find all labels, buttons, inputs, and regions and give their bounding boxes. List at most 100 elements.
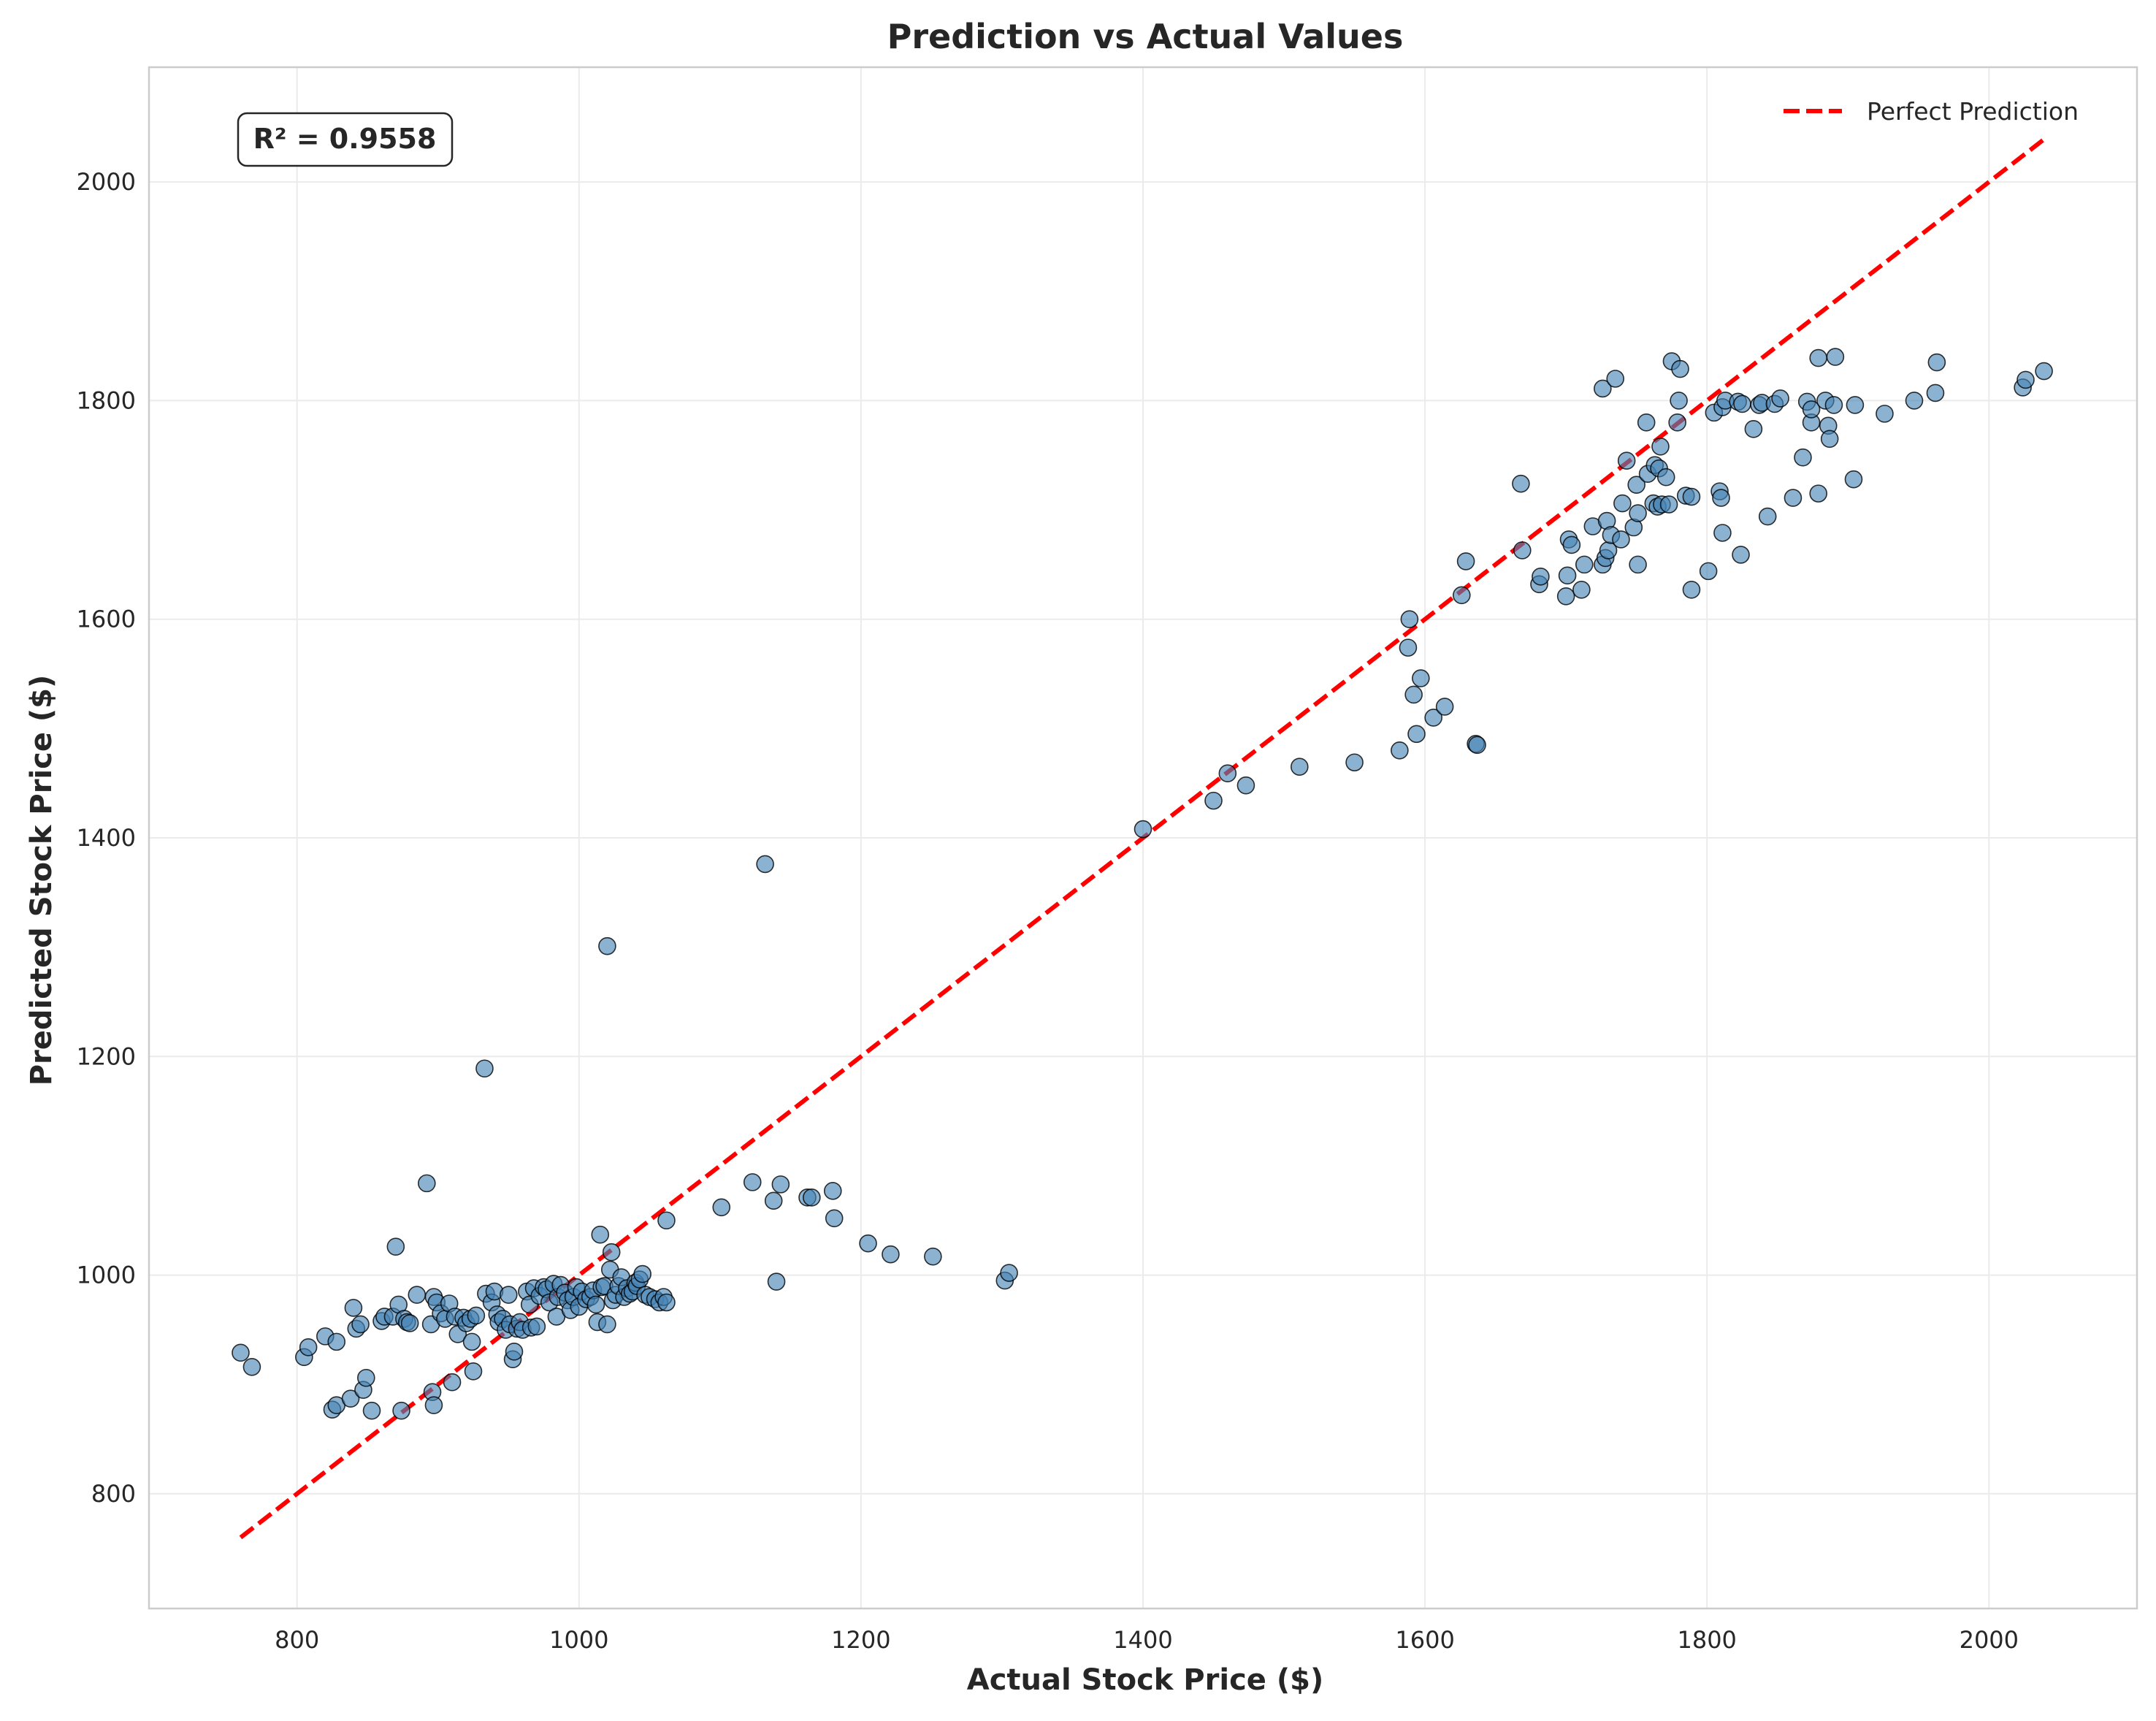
data-point — [598, 1315, 616, 1334]
data-point — [467, 1306, 486, 1325]
data-point — [1512, 474, 1530, 493]
data-point — [1612, 530, 1630, 549]
data-point — [1572, 581, 1591, 599]
data-points — [232, 348, 2053, 1420]
chart-title: Prediction vs Actual Values — [887, 17, 1404, 56]
data-point — [1613, 494, 1632, 513]
data-point — [464, 1362, 483, 1381]
data-point — [598, 936, 616, 955]
data-point — [743, 1173, 762, 1191]
y-tick-label: 800 — [91, 1480, 136, 1508]
tick-labels: 800 1000 1200 1400 1600 1800 2000 800 1000 1200 14… — [77, 168, 2019, 1654]
y-tick-label: 1400 — [77, 824, 136, 852]
x-tick-label: 1200 — [831, 1626, 890, 1654]
data-point — [1651, 437, 1670, 456]
data-point — [1744, 420, 1763, 438]
data-point — [400, 1314, 419, 1332]
y-tick-label: 1600 — [77, 606, 136, 633]
data-point — [1627, 476, 1645, 494]
data-point — [1594, 379, 1612, 398]
data-point — [657, 1293, 676, 1312]
data-point — [1820, 430, 1839, 449]
data-point — [299, 1338, 318, 1356]
data-point — [1712, 489, 1730, 507]
data-point — [2035, 362, 2053, 381]
data-point — [1682, 581, 1701, 599]
data-point — [1682, 487, 1701, 506]
data-point — [1846, 396, 1865, 414]
data-point — [1399, 638, 1418, 657]
r-squared-annotation: R² = 0.9558 — [237, 112, 454, 167]
data-point — [362, 1401, 381, 1420]
data-point — [1659, 495, 1678, 514]
data-point — [386, 1237, 405, 1256]
data-point — [1656, 468, 1675, 486]
data-point — [712, 1198, 731, 1217]
data-point — [1513, 541, 1532, 560]
data-point — [1556, 587, 1575, 606]
data-point — [1802, 400, 1821, 419]
x-tick-label: 800 — [275, 1626, 319, 1654]
data-point — [1452, 586, 1471, 605]
data-point — [351, 1315, 370, 1334]
data-point — [1637, 413, 1656, 432]
y-tick-label: 1800 — [77, 386, 136, 414]
data-point — [764, 1191, 783, 1210]
y-tick-label: 1200 — [77, 1042, 136, 1070]
data-point — [1926, 383, 1945, 402]
data-point — [1218, 764, 1237, 783]
data-point — [1532, 568, 1550, 586]
y-tick-label: 1000 — [77, 1262, 136, 1289]
data-point — [1629, 555, 1647, 574]
data-point — [327, 1332, 346, 1351]
data-point — [882, 1245, 900, 1264]
data-point — [767, 1272, 786, 1291]
data-point — [1905, 392, 1924, 410]
data-point — [1809, 484, 1828, 503]
x-axis-label: Actual Stock Price ($) — [967, 1663, 1323, 1697]
data-point — [1204, 791, 1223, 810]
y-tick-label: 2000 — [77, 168, 136, 196]
data-point — [1617, 451, 1636, 470]
annotation-text: R² = 0.9558 — [253, 123, 437, 155]
data-point — [1562, 535, 1581, 554]
data-point — [1000, 1264, 1018, 1282]
data-point — [602, 1243, 621, 1262]
data-point — [1236, 776, 1255, 795]
data-point — [341, 1389, 360, 1408]
data-point — [232, 1343, 250, 1362]
data-point — [803, 1188, 821, 1207]
data-point — [1784, 489, 1803, 507]
data-point — [771, 1175, 790, 1194]
data-point — [1400, 610, 1419, 629]
legend-label-perfect-prediction: Perfect Prediction — [1867, 97, 2079, 126]
data-point — [823, 1182, 842, 1200]
data-point — [1794, 448, 1812, 467]
data-point — [1468, 736, 1486, 755]
data-point — [418, 1174, 436, 1193]
data-point — [586, 1295, 605, 1314]
data-point — [1699, 562, 1718, 581]
data-point — [1575, 555, 1594, 574]
y-axis-label: Predicted Stock Price ($) — [25, 675, 58, 1086]
data-point — [1290, 758, 1309, 776]
data-point — [1404, 685, 1423, 704]
data-point — [2017, 370, 2035, 389]
data-point — [392, 1401, 410, 1420]
data-point — [344, 1299, 363, 1317]
legend: Perfect Prediction — [1784, 97, 2079, 126]
data-point — [527, 1317, 546, 1336]
x-tick-label: 1600 — [1395, 1626, 1454, 1654]
plot-frame — [148, 66, 2138, 1610]
data-point — [1558, 566, 1577, 585]
data-point — [633, 1264, 651, 1283]
x-tick-label: 1400 — [1113, 1626, 1172, 1654]
data-point — [1606, 370, 1625, 388]
data-point — [1927, 353, 1946, 372]
data-point — [924, 1247, 942, 1266]
data-point — [1134, 820, 1152, 839]
data-point — [1771, 389, 1789, 408]
data-point — [499, 1286, 518, 1304]
x-tick-label: 1800 — [1677, 1626, 1736, 1654]
